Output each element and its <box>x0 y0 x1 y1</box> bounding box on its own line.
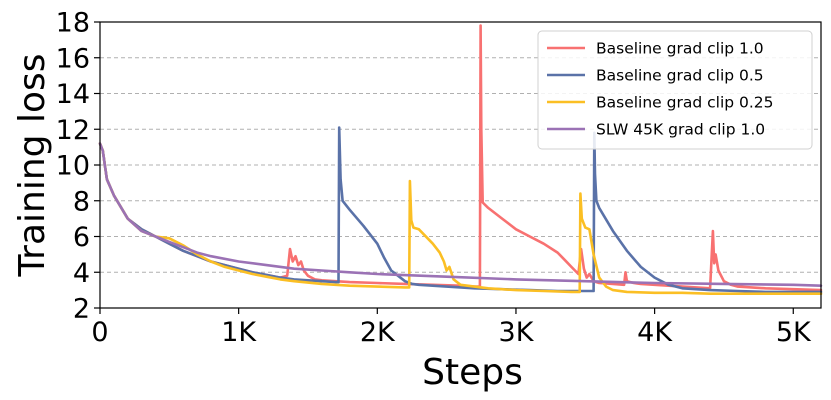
series-line-3 <box>98 142 823 295</box>
grid-lines <box>100 57 821 273</box>
series-line-4 <box>98 142 823 287</box>
legend: Baseline grad clip 1.0 Baseline grad clip… <box>537 30 813 150</box>
axis-ticks: 2 4 6 8 10 12 14 16 18 0 1K 2K 3K 4K 5K <box>56 8 812 349</box>
x-tick-label: 0 <box>91 317 108 348</box>
y-tick-label: 14 <box>56 79 90 110</box>
y-tick-label: 10 <box>56 151 90 182</box>
y-axis-title: Training loss <box>12 53 53 277</box>
x-tick-label: 3K <box>499 317 535 348</box>
y-tick-label: 2 <box>73 294 90 325</box>
legend-entry-label: Baseline grad clip 1.0 <box>596 40 764 58</box>
x-tick-label: 5K <box>776 317 812 348</box>
y-tick-label: 12 <box>56 115 90 146</box>
legend-entry-label: SLW 45K grad clip 1.0 <box>596 121 765 139</box>
legend-entry-label: Baseline grad clip 0.5 <box>596 67 764 85</box>
x-tick-label: 4K <box>637 317 673 348</box>
legend-entry-label: Baseline grad clip 0.25 <box>596 94 774 112</box>
y-tick-label: 16 <box>56 43 90 74</box>
y-tick-label: 18 <box>56 8 90 39</box>
series-lines <box>98 24 823 295</box>
x-tick-label: 1K <box>221 317 257 348</box>
series-line-2 <box>98 126 823 294</box>
y-tick-label: 8 <box>73 186 90 217</box>
x-axis-title: Steps <box>422 352 523 393</box>
y-tick-label: 6 <box>73 222 90 253</box>
x-tick-label: 2K <box>360 317 396 348</box>
y-tick-label: 4 <box>73 258 90 289</box>
legend-box <box>537 30 813 150</box>
